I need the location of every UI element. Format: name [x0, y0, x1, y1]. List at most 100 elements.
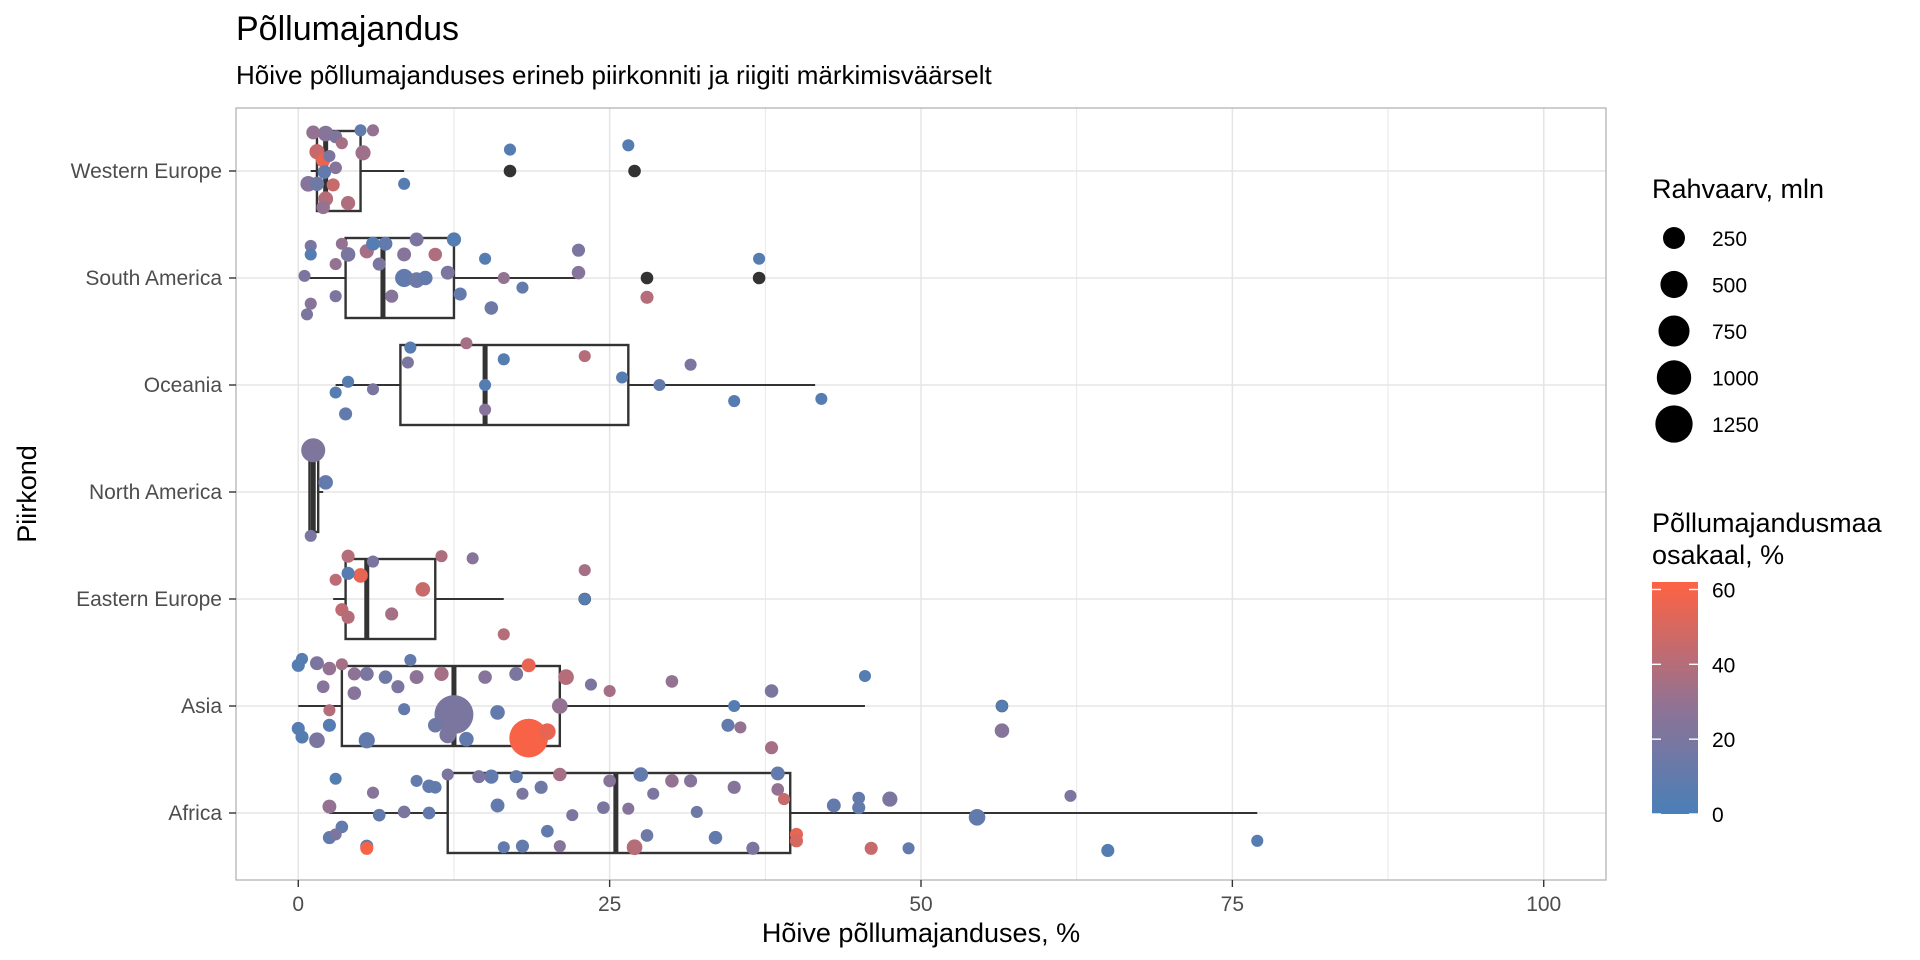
- data-point: [341, 566, 355, 580]
- data-point: [516, 281, 529, 294]
- data-point: [490, 798, 505, 813]
- y-tick-label: Africa: [168, 802, 222, 825]
- data-point: [306, 125, 321, 140]
- data-point: [398, 703, 411, 716]
- size-legend: Rahvaarv, mln 250 500 750 1000 1250: [1652, 174, 1824, 443]
- data-point: [584, 678, 597, 691]
- box-iqr: [344, 236, 456, 320]
- data-point: [640, 829, 654, 842]
- data-point: [415, 582, 431, 597]
- data-point: [864, 841, 878, 855]
- data-point: [322, 661, 337, 676]
- data-point: [340, 195, 356, 211]
- data-point: [479, 378, 492, 392]
- data-point: [764, 741, 779, 755]
- data-point: [326, 178, 340, 192]
- data-point: [534, 780, 548, 794]
- size-legend-key: [1660, 270, 1688, 299]
- size-legend-key: [1658, 315, 1690, 347]
- size-legend-label: 250: [1712, 228, 1747, 251]
- data-point: [304, 529, 317, 542]
- data-point: [323, 704, 336, 717]
- x-tick-label: 0: [292, 893, 304, 916]
- data-point: [826, 798, 841, 813]
- data-point: [358, 732, 375, 749]
- data-point: [665, 774, 679, 788]
- data-point: [1101, 843, 1115, 858]
- data-point: [633, 767, 649, 782]
- data-point: [366, 124, 380, 137]
- data-point: [366, 383, 380, 396]
- data-point: [385, 289, 399, 303]
- data-point: [509, 666, 524, 681]
- data-point: [304, 248, 317, 261]
- data-point: [329, 258, 342, 271]
- data-point: [852, 801, 866, 815]
- data-point: [372, 257, 386, 271]
- data-point: [329, 386, 342, 399]
- data-point: [653, 378, 666, 392]
- data-point: [902, 842, 915, 855]
- y-tick-label: Western Europe: [71, 160, 222, 183]
- data-point: [304, 297, 317, 310]
- x-tick-label: 25: [598, 893, 621, 916]
- data-point: [422, 806, 436, 820]
- data-point: [515, 839, 530, 853]
- color-legend-label: 40: [1712, 654, 1735, 677]
- data-point: [318, 475, 333, 490]
- box-iqr: [446, 771, 792, 855]
- data-point: [968, 808, 986, 826]
- data-point: [310, 656, 324, 671]
- data-point: [397, 805, 411, 819]
- data-point: [329, 290, 342, 303]
- data-point: [341, 549, 355, 563]
- color-legend-title-line1: Põllumajandusmaa: [1652, 508, 1883, 538]
- data-point: [882, 791, 898, 807]
- data-point: [466, 552, 479, 565]
- data-point: [401, 356, 414, 369]
- outlier-point: [752, 271, 766, 285]
- data-point: [603, 684, 616, 698]
- data-point: [366, 786, 380, 799]
- data-point: [616, 371, 629, 384]
- data-point: [410, 774, 423, 787]
- y-axis-ticks: Western Europe South America Oceania North …: [71, 160, 236, 825]
- data-point: [746, 841, 760, 855]
- data-point: [353, 568, 368, 583]
- data-point: [329, 772, 342, 785]
- data-point: [1251, 834, 1264, 847]
- data-point: [497, 841, 510, 854]
- data-point: [335, 237, 348, 250]
- data-point: [665, 675, 679, 688]
- x-tick-label: 75: [1221, 893, 1244, 916]
- data-point: [322, 799, 337, 814]
- data-point: [459, 731, 474, 747]
- data-point: [490, 705, 505, 720]
- data-point: [340, 247, 356, 262]
- data-point: [497, 271, 510, 285]
- box-iqr: [344, 557, 437, 641]
- data-point: [395, 268, 414, 288]
- data-point: [339, 407, 353, 421]
- data-point: [497, 628, 510, 641]
- y-tick-label: South America: [85, 267, 222, 290]
- data-point: [427, 717, 443, 733]
- data-point: [566, 809, 579, 822]
- data-point: [366, 236, 380, 251]
- data-point: [397, 247, 412, 262]
- data-point: [329, 161, 342, 175]
- chart-title: Põllumajandus: [236, 10, 459, 48]
- data-point: [472, 770, 486, 784]
- data-point: [728, 699, 741, 713]
- x-tick-label: 50: [909, 893, 932, 916]
- data-point: [301, 438, 326, 463]
- data-point: [404, 653, 417, 667]
- data-point: [553, 767, 567, 782]
- color-legend-title-line2: osakaal, %: [1652, 540, 1784, 570]
- data-point: [300, 308, 314, 321]
- data-point: [409, 670, 424, 685]
- data-point: [626, 839, 643, 856]
- data-point: [484, 301, 499, 315]
- data-point: [329, 573, 342, 586]
